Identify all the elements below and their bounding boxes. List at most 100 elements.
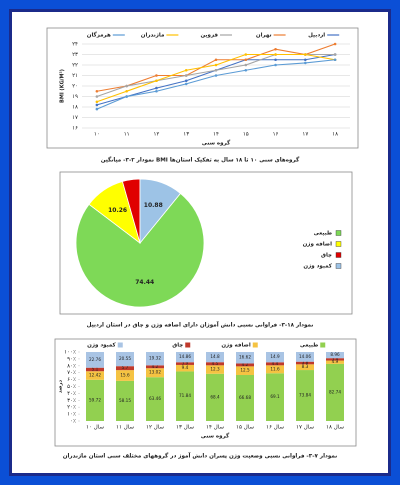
legend-label: چاق — [172, 343, 183, 349]
bar-segment — [116, 370, 134, 381]
data-point — [95, 107, 99, 111]
y-tick-label: ۱۰۰٪ — [64, 350, 76, 356]
data-point — [274, 53, 277, 56]
y-tick-label: ۲۲ — [72, 63, 78, 69]
data-point — [95, 103, 99, 107]
data-label: 8.96 — [330, 352, 340, 357]
data-point — [155, 86, 158, 90]
legend-label: هرمزگان — [87, 32, 111, 39]
data-label: 4.2 — [242, 362, 249, 367]
data-point — [244, 53, 248, 56]
bar-segment — [236, 363, 254, 367]
x-axis-label: گروه سنی — [202, 140, 231, 147]
data-label: 15.6 — [120, 372, 130, 377]
figure-caption: نمودار ۱۸-۳- فراوانی نسبی دانش آموزان دا… — [87, 321, 314, 329]
bar-segment — [146, 352, 164, 366]
data-label: 71.84 — [179, 393, 191, 398]
y-tick-label: ۷۰٪ — [67, 370, 76, 376]
bar-segment — [116, 366, 134, 371]
data-label: 10.88 — [144, 202, 163, 209]
data-label: 22.76 — [89, 357, 101, 362]
y-tick-label: ۰٪ — [70, 419, 76, 425]
data-point — [274, 58, 277, 62]
data-point — [155, 89, 158, 93]
data-point — [214, 58, 218, 62]
data-label: 74.44 — [135, 279, 154, 286]
bar-segment — [326, 363, 344, 421]
data-label: 10.26 — [108, 207, 127, 214]
legend-swatch — [335, 241, 342, 247]
data-label: 66.68 — [239, 395, 251, 400]
data-label: 4.9 — [332, 359, 339, 364]
data-label: 5.1 — [92, 366, 99, 371]
data-label: 3.9 — [182, 361, 189, 366]
y-tick-label: ۲۳ — [72, 52, 78, 58]
legend-label: طبیعی — [314, 231, 332, 237]
x-tick-label: ۱۸ سال — [326, 425, 344, 431]
data-label: 68.4 — [210, 394, 220, 399]
data-point — [95, 89, 99, 93]
bar-segment — [86, 367, 104, 372]
bar-segment — [176, 364, 194, 372]
x-tick-label: ۱۴ سال — [206, 425, 224, 431]
bar-segment — [266, 365, 284, 374]
legend-swatch — [335, 252, 342, 258]
y-axis-label: درصد — [58, 379, 64, 393]
bar-segment — [116, 352, 134, 367]
data-label: 9.4 — [182, 365, 189, 370]
legend-label: اضافه وزن — [221, 343, 251, 349]
legend-swatch — [335, 263, 342, 269]
data-label: 20.55 — [119, 356, 131, 361]
legend-label: کمبود وزن — [303, 263, 332, 270]
bar-segment — [146, 377, 164, 421]
x-tick-label: ۱۵ سال — [236, 425, 254, 431]
legend-label: اضافه وزن — [303, 242, 333, 248]
bar-segment — [326, 358, 344, 361]
legend-swatch — [185, 342, 191, 348]
bar-segment — [326, 360, 344, 364]
data-label: 4.2 — [152, 364, 159, 369]
y-tick-label: ۲۰ — [72, 84, 78, 90]
pie-slice — [139, 178, 181, 245]
data-point — [155, 74, 158, 77]
data-label: 4.4 — [272, 361, 279, 366]
bar-segment — [296, 352, 314, 362]
y-tick-label: ۶۰٪ — [67, 377, 76, 383]
bar-segment — [296, 370, 314, 421]
bar-segment — [296, 364, 314, 371]
x-tick-label: ۱۶ — [273, 132, 279, 138]
y-tick-label: ۱۶ — [72, 126, 78, 132]
data-point — [304, 61, 307, 65]
bar-segment — [86, 371, 104, 380]
data-point — [304, 53, 307, 56]
x-tick-label: ۱۰ — [94, 132, 100, 138]
bar-segment — [206, 365, 224, 374]
data-point — [214, 63, 218, 67]
data-label: 73.84 — [299, 393, 311, 398]
data-label: 3.8 — [302, 360, 309, 365]
data-label: 5.7 — [122, 365, 129, 370]
bar-segment — [116, 380, 134, 421]
data-label: 8.3 — [302, 364, 309, 369]
data-point — [125, 95, 128, 98]
data-point — [125, 89, 128, 93]
x-tick-label: ۱۲ سال — [146, 425, 164, 431]
y-tick-label: ۵۰٪ — [67, 384, 76, 390]
data-label: 69.1 — [270, 394, 280, 399]
bar-segment — [296, 361, 314, 365]
legend-label: طبیعی — [300, 343, 318, 349]
bar-segment — [206, 362, 224, 366]
bar-segment — [266, 352, 284, 363]
data-point — [244, 63, 248, 67]
y-tick-label: ۹۰٪ — [67, 356, 76, 362]
data-point — [244, 58, 248, 62]
data-point — [184, 74, 188, 77]
data-point — [304, 58, 307, 62]
legend-label: تهران — [256, 33, 272, 39]
chart-panel — [46, 27, 359, 149]
data-point — [274, 63, 277, 67]
data-point — [333, 58, 337, 62]
y-tick-label: ۱۹ — [72, 94, 78, 100]
x-tick-label: ۱۶ سال — [266, 425, 284, 431]
